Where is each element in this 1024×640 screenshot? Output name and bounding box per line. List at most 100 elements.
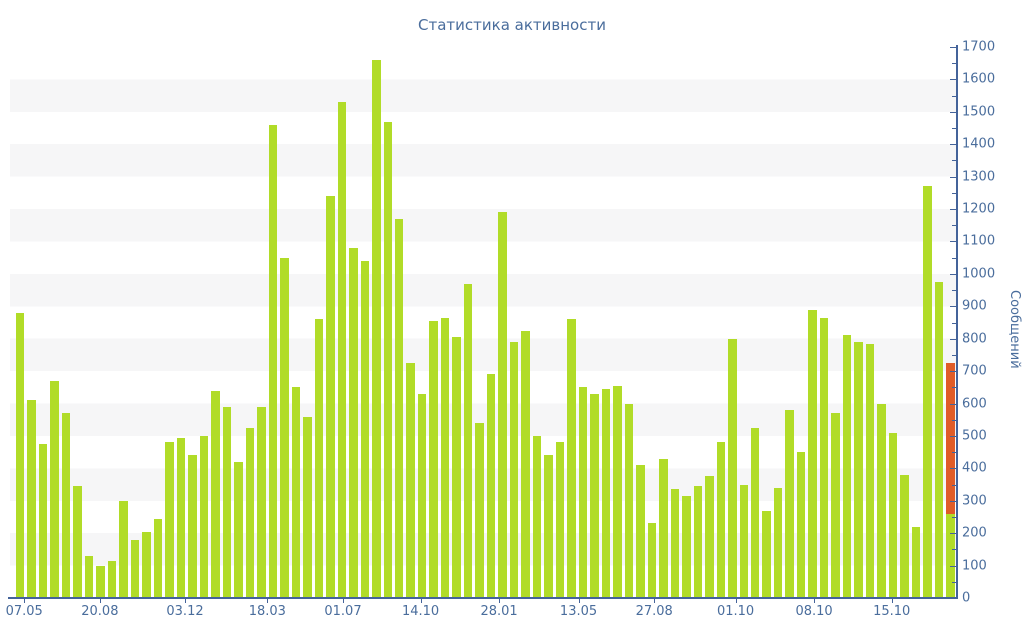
bar[interactable] [590, 393, 599, 598]
bar[interactable] [532, 435, 542, 598]
y-major-tick [950, 111, 956, 113]
bar[interactable] [923, 186, 932, 598]
bar[interactable] [900, 474, 909, 598]
bar[interactable] [38, 444, 48, 598]
bar[interactable] [440, 317, 450, 598]
bar[interactable] [234, 461, 243, 598]
bar[interactable] [349, 247, 358, 598]
y-minor-tick [952, 516, 956, 518]
bar[interactable] [165, 442, 174, 598]
bar[interactable] [808, 309, 817, 598]
y-major-tick [950, 176, 956, 178]
bar[interactable] [291, 387, 301, 598]
bar[interactable] [383, 121, 392, 598]
bar[interactable] [946, 362, 955, 598]
bar[interactable] [716, 442, 726, 598]
bar[interactable] [888, 432, 898, 598]
x-tick [342, 599, 344, 603]
bar[interactable] [199, 435, 209, 598]
bar[interactable] [498, 212, 507, 598]
bar[interactable] [326, 196, 335, 598]
bar[interactable] [394, 218, 404, 598]
y-tick-label: 700 [962, 363, 987, 379]
bar[interactable] [452, 337, 461, 598]
bar[interactable] [773, 487, 783, 598]
bar[interactable] [222, 406, 232, 598]
y-tick-label: 1600 [962, 71, 996, 87]
bar[interactable] [73, 486, 82, 598]
bar[interactable] [636, 465, 645, 598]
bar[interactable] [119, 500, 128, 598]
bar[interactable] [521, 330, 530, 598]
y-major-tick [950, 500, 956, 502]
bar[interactable] [509, 341, 519, 598]
bar[interactable] [877, 403, 886, 598]
y-major-tick [950, 533, 956, 535]
y-tick-label: 900 [962, 298, 987, 314]
bar[interactable] [153, 518, 163, 598]
bar[interactable] [475, 422, 484, 598]
bar[interactable] [819, 317, 829, 598]
bar[interactable] [842, 335, 852, 598]
bar[interactable] [280, 257, 289, 598]
bar[interactable] [372, 59, 381, 598]
bar[interactable] [693, 486, 703, 598]
y-minor-tick [952, 581, 956, 583]
y-major-tick [950, 403, 956, 405]
bar[interactable] [303, 416, 312, 598]
bar[interactable] [188, 455, 197, 598]
bar[interactable] [142, 531, 151, 598]
bar[interactable] [911, 526, 921, 598]
bar[interactable] [762, 510, 771, 598]
bar-segment-orange[interactable] [946, 362, 955, 514]
bar[interactable] [659, 458, 668, 598]
bar[interactable] [314, 319, 324, 598]
bar[interactable] [601, 388, 611, 598]
bar[interactable] [728, 338, 737, 598]
bar[interactable] [934, 282, 944, 598]
bar-segment-green[interactable] [946, 513, 955, 598]
bar[interactable] [429, 320, 438, 598]
x-tick-label: 01.07 [324, 604, 362, 619]
bar[interactable] [567, 319, 576, 598]
bar[interactable] [555, 442, 565, 598]
y-major-tick [950, 371, 956, 373]
bar[interactable] [257, 406, 266, 598]
bar[interactable] [406, 363, 415, 598]
bar[interactable] [211, 390, 220, 598]
bar[interactable] [107, 560, 117, 598]
y-axis-title: Сообщений [1007, 290, 1022, 369]
bar[interactable] [16, 312, 25, 598]
y-major-tick [950, 468, 956, 470]
bar[interactable] [130, 539, 140, 598]
bar[interactable] [337, 102, 347, 598]
bar[interactable] [831, 413, 840, 598]
bar[interactable] [647, 523, 657, 598]
bar[interactable] [176, 437, 186, 598]
bar[interactable] [544, 455, 553, 598]
bar[interactable] [613, 385, 622, 598]
bar[interactable] [578, 387, 588, 598]
bar[interactable] [360, 260, 370, 598]
bar[interactable] [785, 410, 794, 598]
bar[interactable] [751, 427, 760, 598]
bar[interactable] [682, 495, 691, 598]
bar[interactable] [27, 400, 36, 598]
bar[interactable] [670, 489, 680, 598]
y-tick-label: 200 [962, 525, 987, 541]
bar[interactable] [865, 343, 875, 598]
bar[interactable] [84, 555, 94, 598]
bar[interactable] [486, 374, 496, 598]
bar[interactable] [624, 403, 634, 598]
bar[interactable] [705, 476, 714, 598]
bar[interactable] [796, 452, 806, 598]
bar[interactable] [61, 413, 71, 598]
bar[interactable] [854, 341, 863, 598]
bar[interactable] [50, 380, 59, 598]
bar[interactable] [463, 283, 473, 598]
bar[interactable] [739, 484, 748, 598]
bar[interactable] [96, 565, 105, 598]
bar[interactable] [245, 427, 255, 598]
bar[interactable] [268, 124, 278, 598]
bar[interactable] [417, 393, 427, 598]
